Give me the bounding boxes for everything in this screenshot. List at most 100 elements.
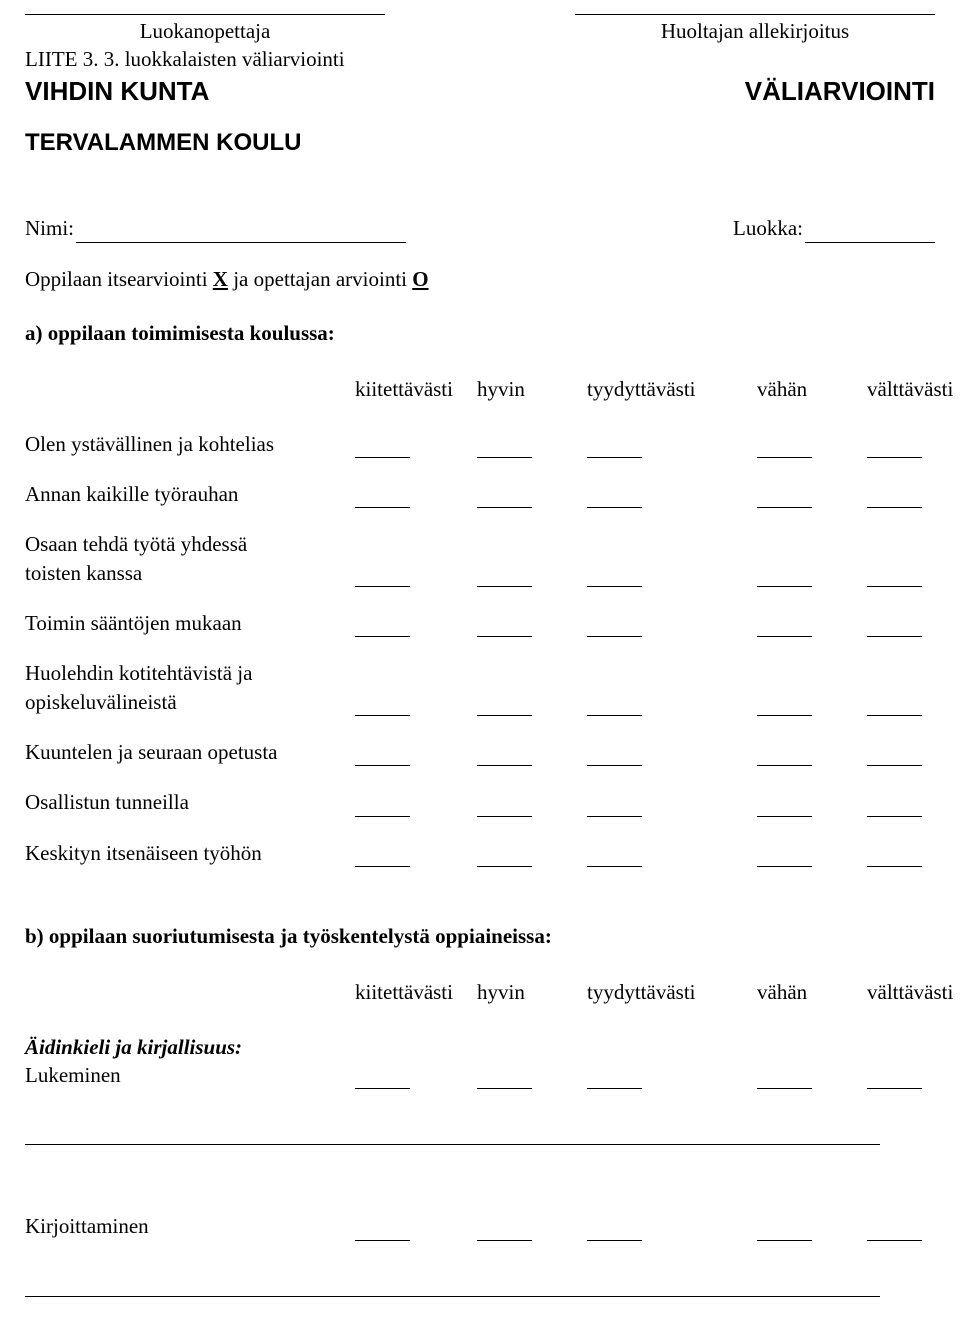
table-row: Keskityn itsenäiseen työhön	[25, 839, 935, 867]
blank-cell[interactable]	[587, 714, 757, 716]
table-row: Annan kaikille työrauhan	[25, 480, 935, 508]
col-header: tyydyttävästi	[587, 978, 757, 1010]
name-row: Nimi: Luokka:	[25, 214, 935, 242]
blank-cell[interactable]	[355, 1239, 477, 1241]
table-row: Osallistun tunneilla	[25, 788, 935, 816]
blank-cell[interactable]	[587, 764, 757, 766]
blank-cell[interactable]	[867, 506, 960, 508]
nimi-blank[interactable]	[76, 242, 406, 243]
blank-cell[interactable]	[587, 1087, 757, 1089]
blank-cell[interactable]	[587, 1239, 757, 1241]
blank-cell[interactable]	[355, 585, 477, 587]
blank-cell[interactable]	[587, 585, 757, 587]
blank-cell[interactable]	[477, 865, 587, 867]
blank-cell[interactable]	[355, 865, 477, 867]
blank-cell[interactable]	[867, 585, 960, 587]
luokka-label: Luokka:	[733, 214, 803, 242]
blank-cell[interactable]	[355, 1087, 477, 1089]
table-row: Osaan tehdä työtä yhdessätoisten kanssa	[25, 530, 935, 587]
blank-cell[interactable]	[587, 815, 757, 817]
blank-cell[interactable]	[757, 585, 867, 587]
blank-cell[interactable]	[757, 815, 867, 817]
blank-cell[interactable]	[477, 1239, 587, 1241]
blank-cell[interactable]	[587, 506, 757, 508]
signature-line-guardian	[575, 12, 935, 15]
blank-cell[interactable]	[355, 635, 477, 637]
col-header: kiitettävästi	[355, 375, 477, 407]
separator-line	[25, 1296, 880, 1297]
blank-cell[interactable]	[477, 585, 587, 587]
blank-cell[interactable]	[757, 865, 867, 867]
blank-cell[interactable]	[477, 764, 587, 766]
table-row: Toimin sääntöjen mukaan	[25, 609, 935, 637]
table-row: Kirjoittaminen	[25, 1212, 935, 1240]
blank-cell[interactable]	[757, 764, 867, 766]
blank-cell[interactable]	[355, 815, 477, 817]
row-label: Kuuntelen ja seuraan opetusta	[25, 738, 355, 766]
blank-cell[interactable]	[587, 635, 757, 637]
row-label: Toimin sääntöjen mukaan	[25, 609, 355, 637]
instruction-line: Oppilaan itsearviointi X ja opettajan ar…	[25, 265, 935, 293]
blank-cell[interactable]	[355, 714, 477, 716]
blank-cell[interactable]	[477, 506, 587, 508]
instruction-o: O	[412, 267, 428, 291]
blank-cell[interactable]	[477, 714, 587, 716]
signature-label-teacher: Luokanopettaja	[140, 17, 271, 45]
row-label: Huolehdin kotitehtävistä jaopiskeluvälin…	[25, 659, 355, 716]
row-label: Osallistun tunneilla	[25, 788, 355, 816]
blank-cell[interactable]	[867, 1087, 960, 1089]
blank-cell[interactable]	[477, 635, 587, 637]
blank-cell[interactable]	[355, 456, 477, 458]
row-label: Olen ystävällinen ja kohtelias	[25, 430, 355, 458]
section-a-rows: Olen ystävällinen ja kohtelias Annan kaik…	[25, 430, 935, 867]
col-header: vähän	[757, 375, 867, 407]
row-label: Osaan tehdä työtä yhdessätoisten kanssa	[25, 530, 355, 587]
liite-label: LIITE 3. 3. luokkalaisten väliarviointi	[25, 45, 935, 73]
section-a-heading: a) oppilaan toimimisesta koulussa:	[25, 319, 935, 347]
instruction-prefix: Oppilaan itsearviointi	[25, 267, 213, 291]
blank-cell[interactable]	[867, 764, 960, 766]
row-label: Annan kaikille työrauhan	[25, 480, 355, 508]
section-b-heading: b) oppilaan suoriutumisesta ja työskente…	[25, 922, 935, 950]
blank-cell[interactable]	[867, 865, 960, 867]
signature-label-guardian: Huoltajan allekirjoitus	[661, 17, 849, 45]
blank-cell[interactable]	[867, 714, 960, 716]
blank-cell[interactable]	[587, 865, 757, 867]
name-field: Nimi:	[25, 214, 406, 242]
blank-cell[interactable]	[867, 815, 960, 817]
luokka-blank[interactable]	[805, 242, 935, 243]
doc-title: VÄLIARVIOINTI	[745, 74, 935, 109]
nimi-label: Nimi:	[25, 214, 74, 242]
page: Luokanopettaja Huoltajan allekirjoitus L…	[0, 0, 960, 1337]
blank-cell[interactable]	[587, 456, 757, 458]
title-row: VIHDIN KUNTA VÄLIARVIOINTI	[25, 74, 935, 109]
blank-cell[interactable]	[355, 764, 477, 766]
blank-cell[interactable]	[757, 506, 867, 508]
blank-cell[interactable]	[757, 714, 867, 716]
blank-cell[interactable]	[867, 635, 960, 637]
instruction-middle: ja opettajan arviointi	[228, 267, 412, 291]
blank-cell[interactable]	[867, 456, 960, 458]
blank-cell[interactable]	[477, 456, 587, 458]
class-field: Luokka:	[733, 214, 935, 242]
table-row: Huolehdin kotitehtävistä jaopiskeluvälin…	[25, 659, 935, 716]
municipality-title: VIHDIN KUNTA	[25, 74, 209, 109]
blank-cell[interactable]	[477, 815, 587, 817]
section-b-rows: LukeminenKirjoittaminen	[25, 1061, 935, 1297]
blank-cell[interactable]	[757, 1239, 867, 1241]
blank-cell[interactable]	[867, 1239, 960, 1241]
col-header: hyvin	[477, 978, 587, 1010]
table-row: Kuuntelen ja seuraan opetusta	[25, 738, 935, 766]
blank-cell[interactable]	[757, 1087, 867, 1089]
row-label: Keskityn itsenäiseen työhön	[25, 839, 355, 867]
row-label: Kirjoittaminen	[25, 1212, 355, 1240]
blank-cell[interactable]	[757, 456, 867, 458]
table-row: Olen ystävällinen ja kohtelias	[25, 430, 935, 458]
blank-cell[interactable]	[757, 635, 867, 637]
blank-cell[interactable]	[355, 506, 477, 508]
section-a-header-row: kiitettävästi hyvin tyydyttävästi vähän …	[25, 375, 935, 407]
col-header: kiitettävästi	[355, 978, 477, 1010]
instruction-x: X	[213, 267, 228, 291]
signature-block-teacher: Luokanopettaja	[25, 12, 385, 45]
blank-cell[interactable]	[477, 1087, 587, 1089]
